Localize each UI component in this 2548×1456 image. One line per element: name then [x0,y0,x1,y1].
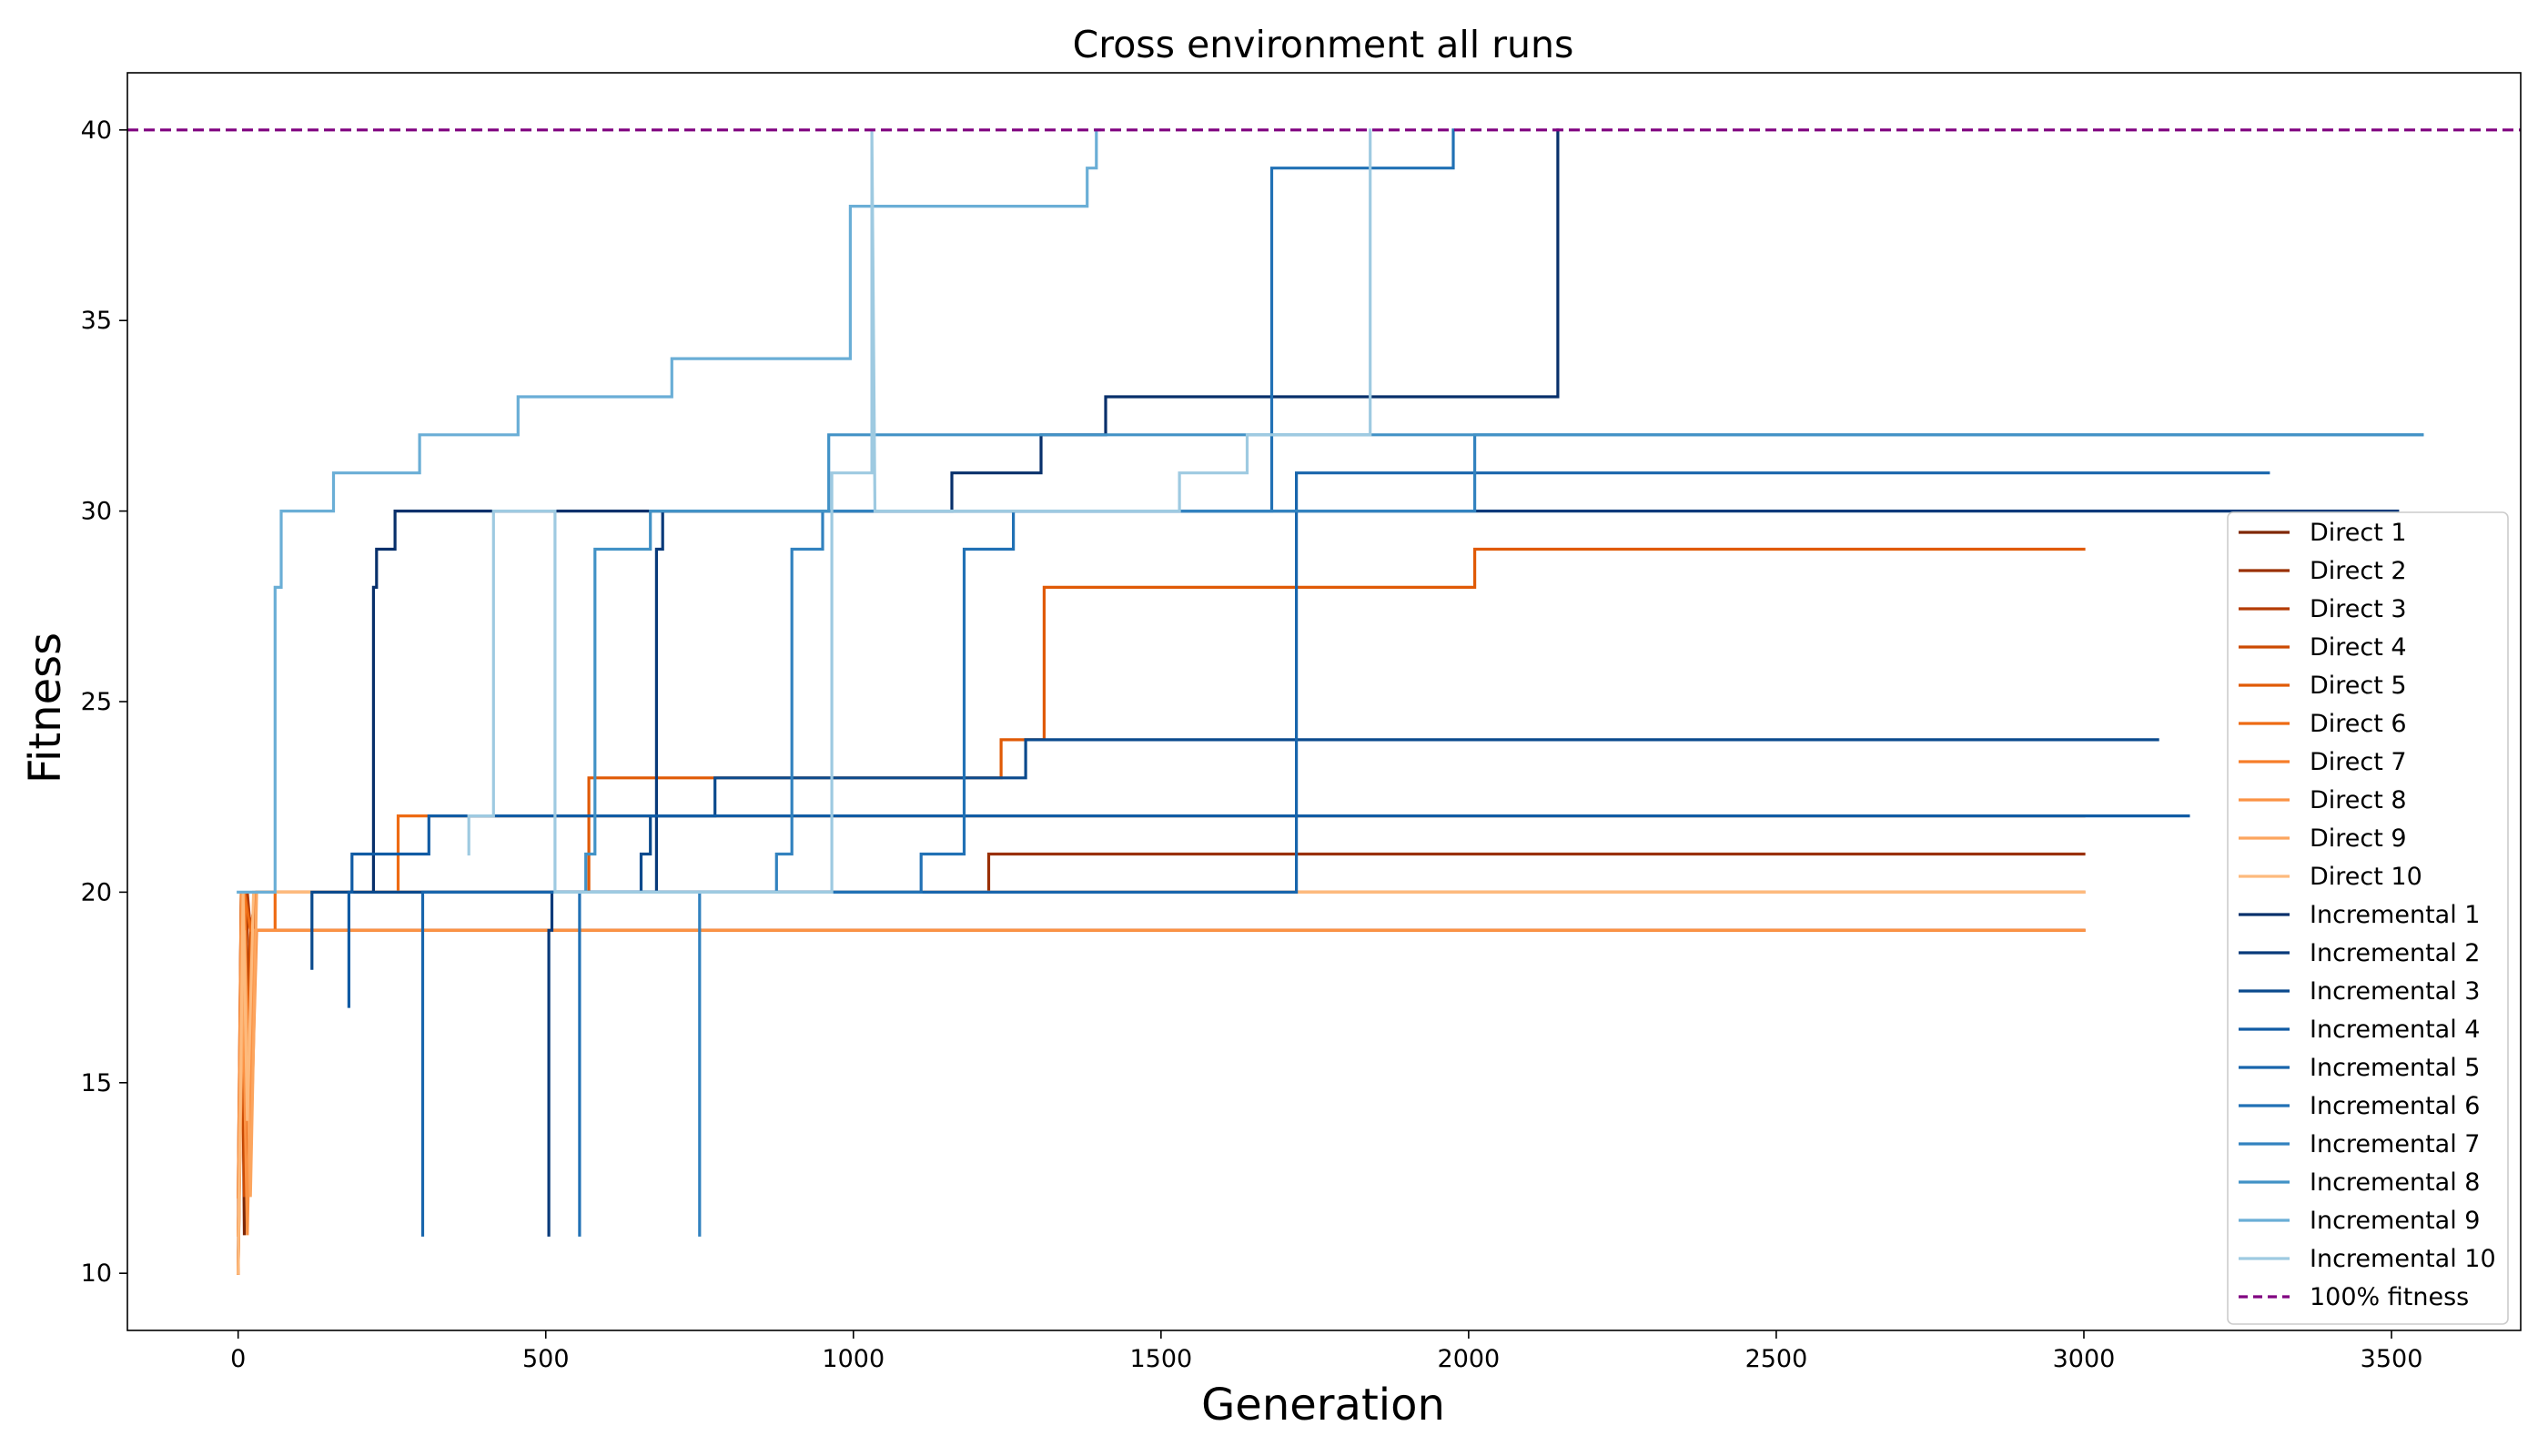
x-tick-label: 2000 [1438,1345,1501,1373]
series-line-incremental-9 [237,128,1101,894]
legend-label: Incremental 1 [2310,901,2480,929]
y-tick-label: 20 [81,878,112,906]
y-tick-label: 25 [81,688,112,716]
legend-label: Incremental 9 [2310,1207,2480,1235]
legend-label: Direct 9 [2310,824,2407,853]
x-tick-label: 0 [230,1345,246,1373]
x-tick-label: 3500 [2361,1345,2423,1373]
series-line-incremental-8 [584,433,2424,894]
series-line-direct-8 [237,892,2086,1236]
legend-label: Incremental 7 [2310,1130,2480,1158]
legend-label: 100% fitness [2310,1283,2469,1311]
x-axis-label: Generation [1201,1380,1445,1431]
axes: 0 500 1000 1500 2000 2500 3000 3500 10 15 20 25 30 35… [81,72,2522,1373]
y-tick-label: 15 [81,1069,112,1097]
legend-label: Incremental 8 [2310,1168,2480,1197]
legend-label: Incremental 5 [2310,1054,2480,1082]
series-line-incremental-4 [347,814,2190,1008]
legend-label: Direct 1 [2310,519,2407,547]
x-tick-label: 1000 [822,1345,885,1373]
legend-label: Direct 4 [2310,633,2407,662]
x-tick-label: 500 [522,1345,570,1373]
series-line-incremental-1 [371,128,1560,894]
y-tick-label: 40 [81,116,112,145]
legend-label: Incremental 3 [2310,977,2480,1006]
x-tick-label: 2500 [1745,1345,1808,1373]
y-tick-label: 35 [81,307,112,335]
series-line-incremental-3 [310,738,2159,970]
y-axis-label: Fitness [20,632,71,784]
legend-label: Incremental 10 [2310,1245,2496,1273]
legend-label: Direct 10 [2310,863,2422,891]
legend-label: Incremental 4 [2310,1016,2480,1044]
plot-area [127,128,2521,1275]
chart-title: Cross environment all runs [1073,23,1574,66]
legend-label: Incremental 6 [2310,1092,2480,1120]
legend-label: Direct 3 [2310,595,2407,623]
series-line-incremental-10 [467,128,1372,894]
x-tick-label: 3000 [2053,1345,2116,1373]
y-tick-label: 30 [81,498,112,526]
legend-label: Direct 7 [2310,748,2407,776]
legend-label: Direct 5 [2310,672,2407,700]
legend-label: Direct 8 [2310,786,2407,814]
legend-box [2227,511,2509,1325]
y-tick-label: 10 [81,1259,112,1288]
legend: Direct 1 Direct 2 Direct 3 Direct 4 Direct 5… [2227,511,2509,1325]
legend-label: Direct 2 [2310,557,2407,585]
legend-label: Direct 6 [2310,710,2407,738]
legend-label: Incremental 2 [2310,939,2480,967]
x-tick-label: 1500 [1129,1345,1192,1373]
